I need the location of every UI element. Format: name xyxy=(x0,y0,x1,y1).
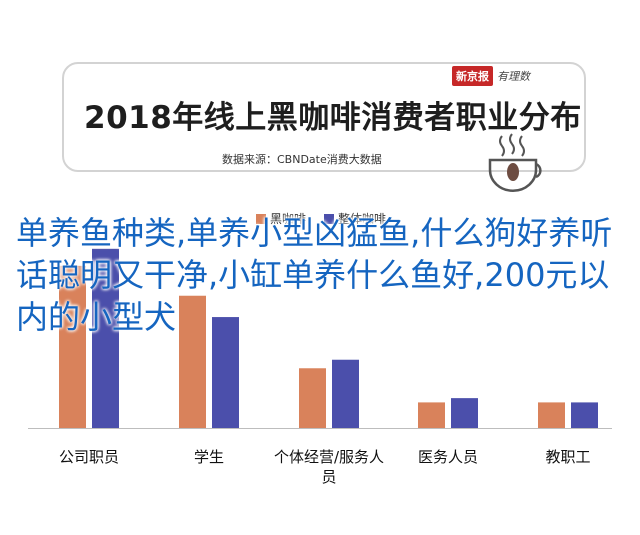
category-label: 个体经营/服务人员 xyxy=(273,448,385,486)
title-panel xyxy=(62,62,586,172)
legend-item: 整体咖啡 xyxy=(324,210,386,227)
bar-series1 xyxy=(299,368,326,428)
bar-series1 xyxy=(179,295,206,428)
legend-label: 整体咖啡 xyxy=(338,212,387,226)
bar-series2 xyxy=(571,402,598,428)
bar-series1 xyxy=(59,265,86,428)
bar-series1 xyxy=(538,402,565,428)
bar-series2 xyxy=(332,359,359,428)
chart-legend: 黑咖啡 整体咖啡 xyxy=(256,210,386,227)
chart-title: 2018年线上黑咖啡消费者职业分布 xyxy=(84,100,582,136)
brand-tag: 新京报 xyxy=(452,66,493,86)
bar-series2 xyxy=(212,317,239,428)
category-label: 公司职员 xyxy=(58,448,119,466)
category-label: 医务人员 xyxy=(417,448,478,466)
legend-item: 黑咖啡 xyxy=(256,210,306,227)
legend-label: 黑咖啡 xyxy=(270,212,307,226)
overlay-text: 单养鱼种类,单养小型凶猛鱼,什么狗好养听话聪明又干净,小缸单养什么鱼好,200元… xyxy=(16,214,613,336)
category-label: 教职工 xyxy=(545,448,591,466)
brand-script: 有理数 xyxy=(497,70,530,83)
coffee-cup-icon xyxy=(488,133,542,192)
data-source: 数据来源：CBNDate消费大数据 xyxy=(222,153,382,166)
bar-series1 xyxy=(418,402,445,428)
brand-logo: 新京报 有理数 xyxy=(452,66,530,86)
legend-swatch xyxy=(324,213,335,224)
legend-swatch xyxy=(256,213,266,224)
bar-series2 xyxy=(451,398,478,428)
category-label: 学生 xyxy=(193,448,224,466)
bar-series2 xyxy=(92,248,119,428)
